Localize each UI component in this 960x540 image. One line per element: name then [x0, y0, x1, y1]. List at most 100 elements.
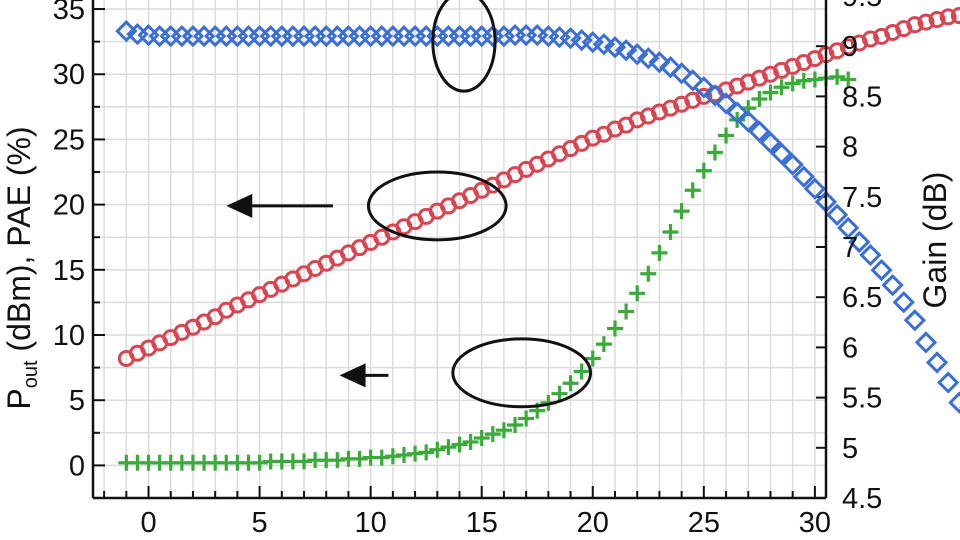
plus-point	[673, 203, 690, 220]
y-tick-label: 20	[53, 190, 85, 222]
plus-point	[651, 244, 668, 261]
diamond-point	[626, 43, 649, 66]
diamond-point	[670, 62, 693, 85]
plus-point	[618, 303, 635, 320]
y2-tick-label: 7.5	[842, 182, 882, 214]
plus-point	[462, 433, 479, 450]
y2-tick-label: 7	[842, 232, 858, 264]
diamond-point	[637, 47, 660, 70]
y2-tick-label: 9.5	[842, 0, 882, 13]
diamond-point	[803, 177, 827, 200]
plus-point	[518, 410, 535, 427]
y-tick-label: 15	[53, 255, 85, 287]
plus-point	[629, 285, 646, 302]
plus-point	[773, 79, 790, 96]
diamond-point	[770, 142, 793, 165]
y-tick-label: 25	[53, 124, 85, 156]
annotations	[226, 0, 593, 409]
y2-tick-label: 6	[842, 332, 858, 364]
diamond-point	[759, 131, 782, 154]
plus-point	[473, 430, 490, 447]
y-axis-title-rest: (dBm), PAE (%)	[1, 126, 37, 360]
plus-point	[751, 91, 768, 108]
diamond-point	[870, 258, 893, 282]
y-axis-title-main: P	[1, 388, 37, 409]
plus-point	[640, 265, 657, 282]
y2-tick-label: 4.5	[842, 483, 882, 515]
y-axis-title-sub: out	[20, 360, 42, 388]
labels: 0 5 10 15 20 25 30 0 5 10 15 20 25 30 35 4.5 5 5.5 6 6.5 7 7.…	[53, 0, 883, 539]
x-tick-label: 30	[799, 507, 831, 539]
annotation-ellipse	[451, 337, 593, 409]
y2-tick-label: 5	[842, 433, 858, 465]
circle-point	[950, 7, 960, 25]
diamond-point	[937, 371, 960, 394]
plus-point	[695, 162, 712, 179]
annotation-arrow-head	[339, 363, 366, 388]
diamond-point	[859, 243, 882, 267]
circle-point	[939, 8, 957, 26]
y2-tick-label: 6.5	[842, 282, 882, 314]
plus-point	[562, 375, 579, 392]
diamond-point	[714, 92, 738, 115]
diamond-point	[614, 39, 638, 62]
plus-point	[573, 363, 590, 380]
y-tick-label: 0	[69, 450, 85, 482]
plus-point	[495, 422, 512, 439]
plus-point	[684, 182, 701, 199]
y-tick-label: 30	[53, 59, 85, 91]
diamond-point	[837, 216, 860, 240]
plus-point	[507, 416, 524, 433]
y-tick-label: 35	[53, 0, 85, 26]
diamond-point	[726, 101, 749, 124]
y2-axis-title: Gain (dB)	[917, 172, 953, 309]
plus-point	[551, 385, 568, 402]
plus-point	[484, 426, 501, 443]
diamond-point	[914, 331, 938, 354]
plus-point	[418, 444, 435, 461]
diamond-point	[792, 165, 815, 188]
plus-point	[440, 439, 457, 456]
diamond-point	[692, 76, 715, 99]
plus-point	[662, 224, 679, 241]
circle-point	[695, 87, 713, 105]
diamond-point	[948, 391, 960, 414]
diamond-point	[881, 274, 904, 297]
diamond-point	[781, 153, 804, 176]
y-axis-title: Pout (dBm), PAE (%)	[1, 126, 42, 409]
x-tick-label: 10	[355, 507, 387, 539]
plus-point	[829, 68, 846, 85]
annotation-arrow-head	[226, 193, 253, 218]
plus-point	[606, 320, 623, 337]
annotation-ellipse	[366, 170, 508, 242]
plus-point	[718, 127, 735, 144]
y2-tick-label: 8.5	[842, 81, 882, 113]
y-tick-label: 5	[69, 385, 85, 417]
y2-tick-label: 8	[842, 132, 858, 164]
plus-point	[584, 350, 601, 367]
series-layer	[115, 7, 960, 471]
x-tick-label: 25	[688, 507, 720, 539]
diamond-point	[903, 309, 926, 332]
diamond-point	[892, 291, 915, 314]
circle-point	[917, 13, 935, 31]
diamond-point	[925, 351, 949, 374]
plus-point	[451, 436, 468, 453]
grid	[93, 0, 826, 499]
plus-point	[762, 84, 779, 101]
plus-point	[595, 336, 612, 353]
diamond-point	[825, 203, 849, 226]
y2-tick-label: 5.5	[842, 383, 882, 415]
x-tick-label: 15	[466, 507, 498, 539]
x-tick-label: 5	[252, 507, 268, 539]
circle-point	[906, 16, 924, 34]
annotation-ellipse	[431, 0, 497, 93]
circle-point	[861, 30, 879, 48]
diamond-point	[703, 84, 727, 107]
series-circle	[117, 7, 960, 367]
diamond-point	[648, 51, 671, 74]
diamond-point	[659, 56, 682, 79]
diamond-point	[848, 230, 871, 254]
plus-point	[429, 441, 446, 458]
